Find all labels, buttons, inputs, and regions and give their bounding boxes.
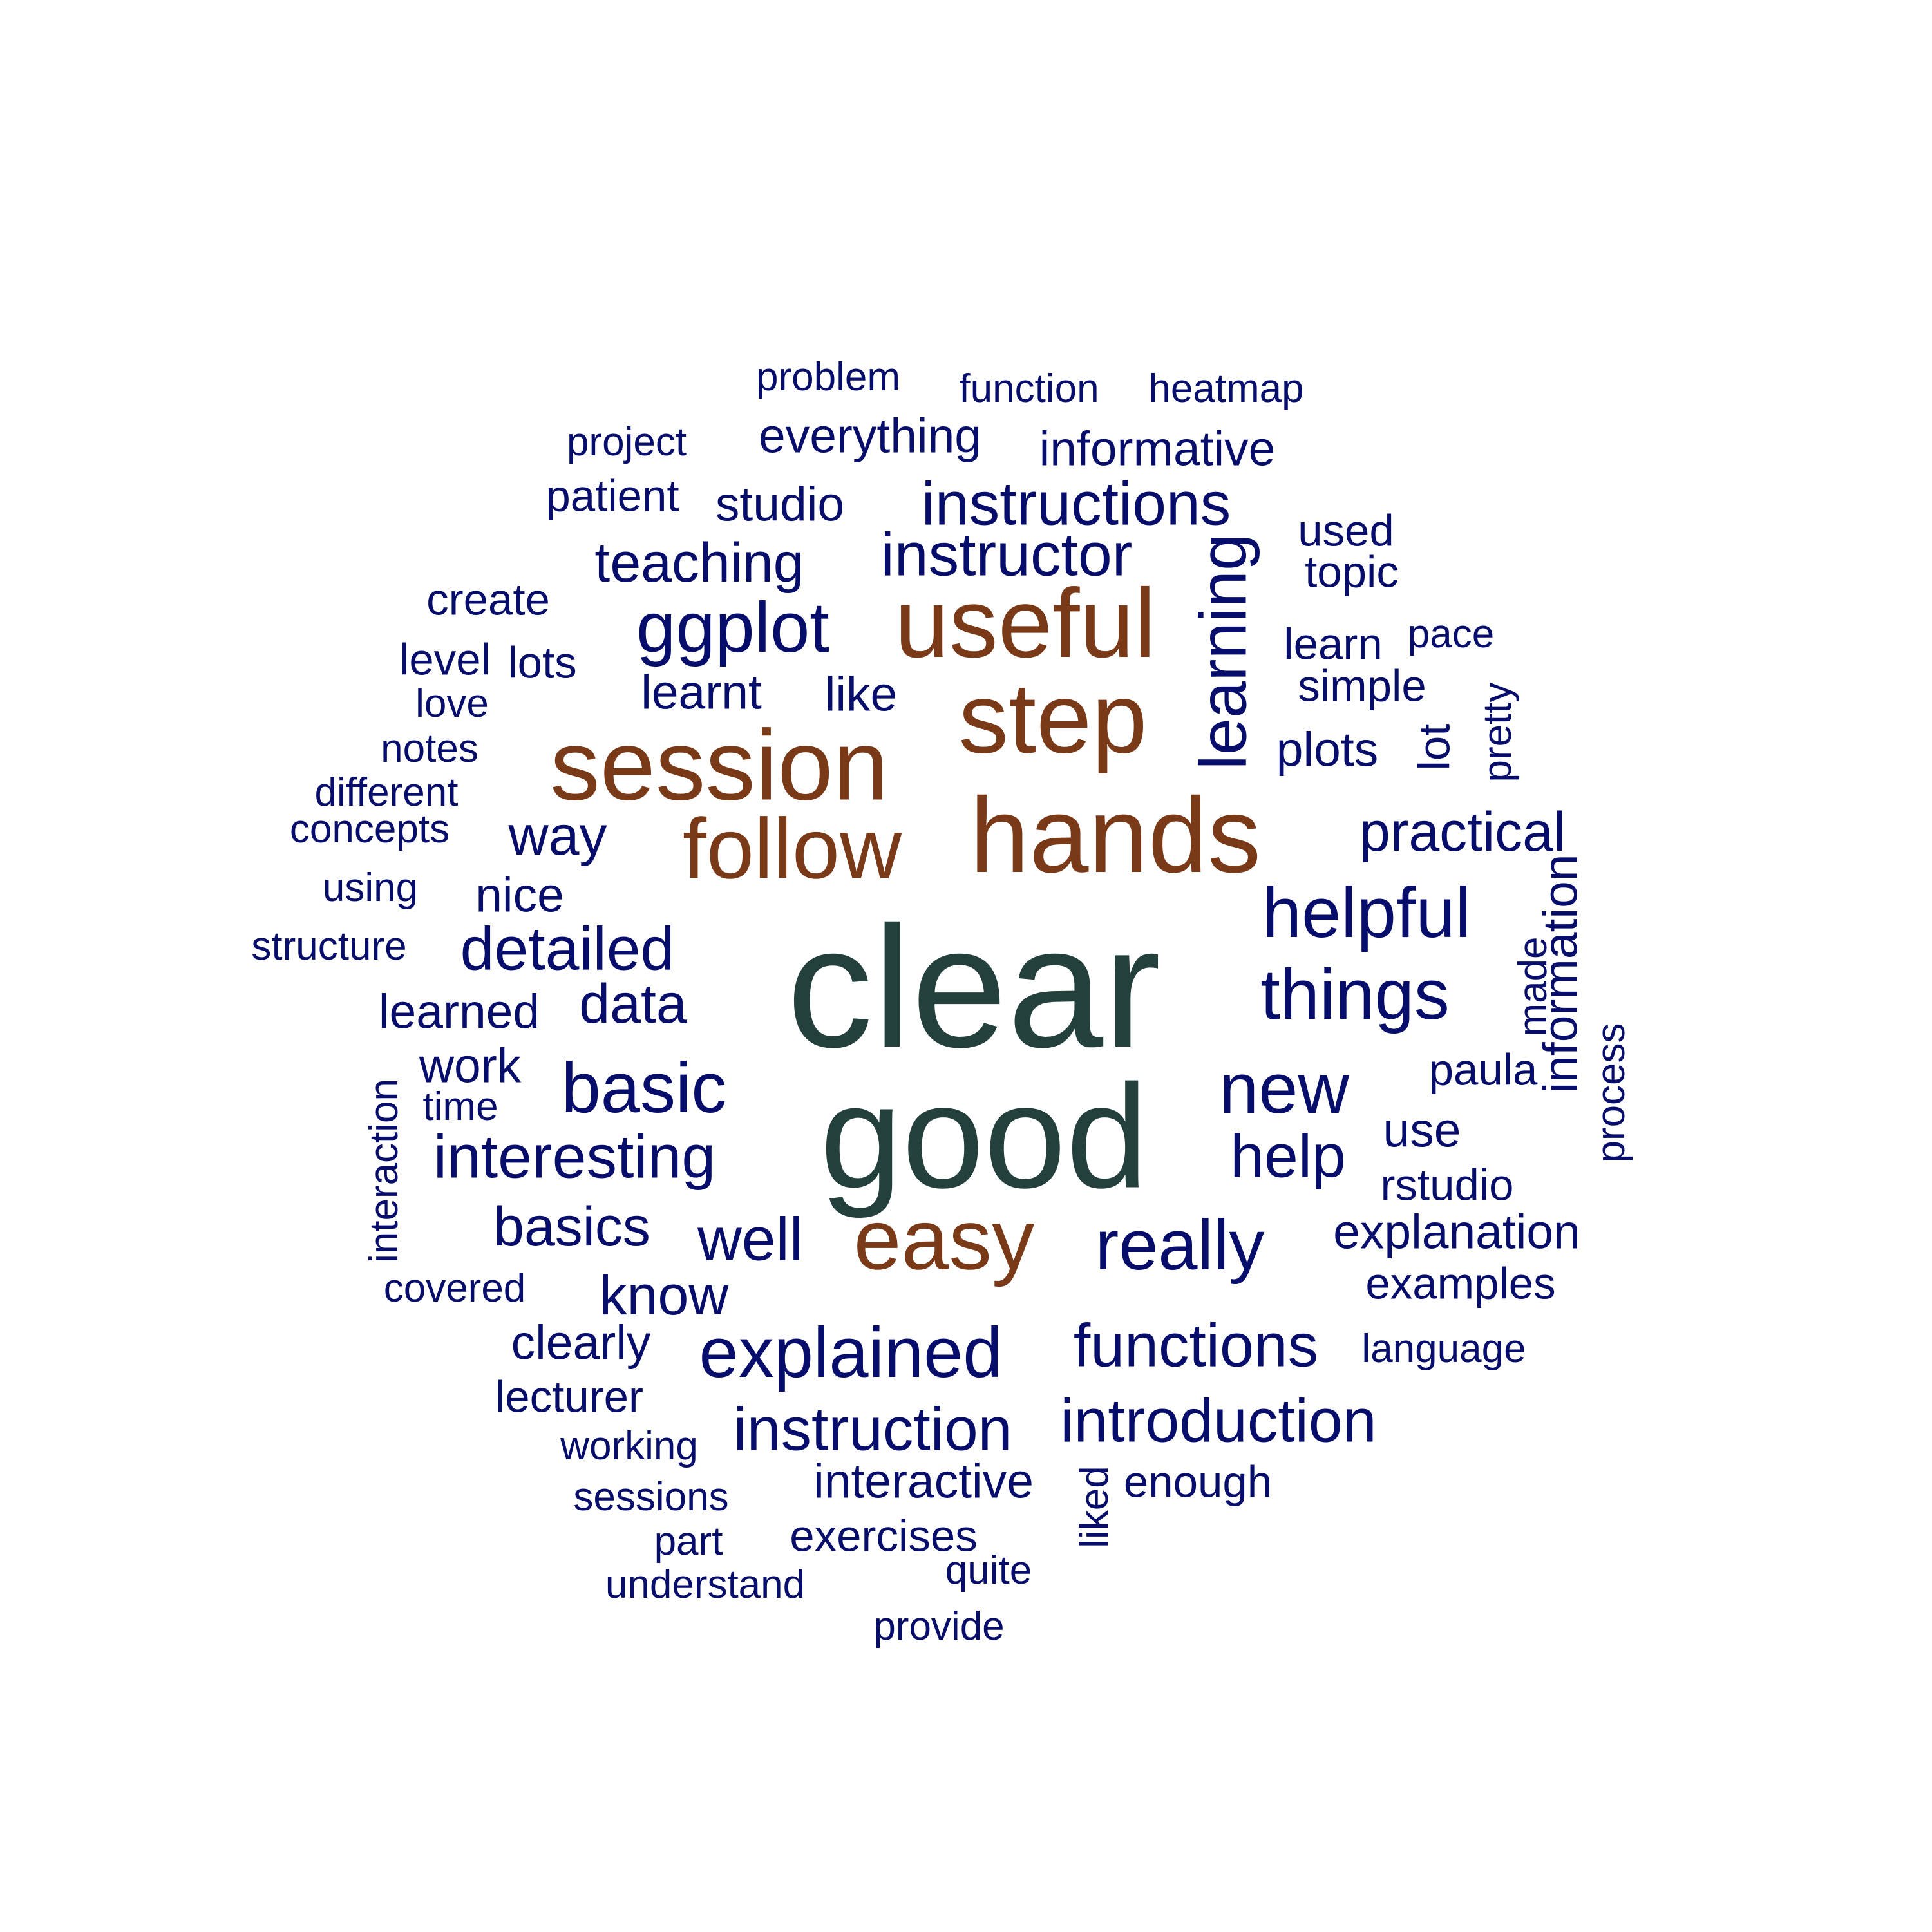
word-clear: clear bbox=[786, 890, 1161, 1083]
word-really: really bbox=[1095, 1206, 1265, 1285]
word-learn: learn bbox=[1283, 619, 1383, 669]
word-hands: hands bbox=[969, 776, 1262, 895]
word-learnt: learnt bbox=[641, 665, 762, 719]
word-useful: useful bbox=[895, 569, 1156, 678]
word-project: project bbox=[566, 420, 687, 464]
word-studio: studio bbox=[715, 477, 845, 531]
word-quite: quite bbox=[945, 1548, 1032, 1593]
word-plots: plots bbox=[1276, 722, 1379, 777]
word-provide: provide bbox=[873, 1604, 1005, 1649]
word-rstudio: rstudio bbox=[1380, 1160, 1514, 1210]
word-simple: simple bbox=[1298, 661, 1426, 711]
word-teaching: teaching bbox=[594, 532, 804, 594]
word-learning: learning bbox=[1186, 533, 1260, 770]
word-explanation: explanation bbox=[1333, 1204, 1580, 1259]
word-different: different bbox=[314, 770, 459, 815]
word-create: create bbox=[426, 574, 550, 625]
word-new: new bbox=[1219, 1049, 1349, 1128]
word-working: working bbox=[560, 1424, 698, 1468]
word-interesting: interesting bbox=[433, 1122, 716, 1191]
word-introduction: introduction bbox=[1060, 1387, 1377, 1455]
word-instruction: instruction bbox=[733, 1395, 1012, 1464]
word-use: use bbox=[1383, 1103, 1461, 1157]
word-part: part bbox=[654, 1519, 723, 1564]
word-instructions: instructions bbox=[921, 469, 1231, 538]
word-know: know bbox=[599, 1265, 729, 1327]
word-level: level bbox=[399, 634, 491, 685]
word-informative: informative bbox=[1039, 421, 1276, 476]
word-pace: pace bbox=[1407, 612, 1495, 656]
word-lecturer: lecturer bbox=[495, 1372, 644, 1422]
word-ggplot: ggplot bbox=[636, 588, 829, 667]
word-time: time bbox=[422, 1084, 498, 1129]
word-basic: basic bbox=[561, 1048, 727, 1128]
word-session: session bbox=[550, 709, 889, 821]
word-follow: follow bbox=[682, 801, 902, 897]
word-topic: topic bbox=[1305, 547, 1399, 597]
word-interaction: interaction bbox=[362, 1078, 406, 1264]
word-structure: structure bbox=[251, 924, 407, 969]
word-detailed: detailed bbox=[460, 914, 675, 983]
word-well: well bbox=[697, 1205, 803, 1274]
word-made: made bbox=[1511, 936, 1555, 1037]
word-pretty: pretty bbox=[1475, 682, 1520, 782]
word-sessions: sessions bbox=[573, 1475, 729, 1519]
word-interactive: interactive bbox=[813, 1454, 1034, 1508]
word-helpful: helpful bbox=[1262, 873, 1472, 952]
word-work: work bbox=[419, 1038, 522, 1093]
word-lots: lots bbox=[507, 638, 577, 688]
word-step: step bbox=[958, 662, 1148, 774]
word-easy: easy bbox=[853, 1192, 1035, 1288]
word-explained: explained bbox=[699, 1313, 1003, 1392]
word-lot: lot bbox=[1409, 723, 1459, 771]
word-love: love bbox=[415, 681, 489, 726]
word-liked: liked bbox=[1072, 1466, 1117, 1548]
word-paula: paula bbox=[1428, 1045, 1538, 1095]
word-data: data bbox=[579, 973, 687, 1035]
word-learned: learned bbox=[378, 984, 540, 1039]
word-heatmap: heatmap bbox=[1148, 366, 1304, 411]
word-function: function bbox=[959, 366, 1099, 411]
word-using: using bbox=[322, 866, 419, 910]
word-enough: enough bbox=[1123, 1457, 1273, 1507]
word-practical: practical bbox=[1359, 801, 1566, 863]
word-good: good bbox=[820, 1054, 1148, 1219]
word-clearly: clearly bbox=[511, 1315, 651, 1370]
word-exercises: exercises bbox=[790, 1511, 978, 1561]
word-basics: basics bbox=[493, 1196, 650, 1258]
word-process: process bbox=[1589, 1023, 1633, 1163]
word-like: like bbox=[824, 667, 898, 721]
word-things: things bbox=[1260, 955, 1450, 1034]
word-used: used bbox=[1298, 506, 1394, 556]
word-patient: patient bbox=[545, 471, 679, 521]
word-understand: understand bbox=[605, 1562, 806, 1607]
word-everything: everything bbox=[758, 408, 982, 463]
word-way: way bbox=[508, 805, 607, 867]
word-functions: functions bbox=[1073, 1311, 1319, 1380]
word-notes: notes bbox=[381, 726, 478, 771]
word-instructor: instructor bbox=[880, 520, 1133, 589]
word-nice: nice bbox=[475, 867, 564, 922]
word-problem: problem bbox=[756, 355, 900, 399]
word-examples: examples bbox=[1365, 1258, 1556, 1309]
word-language: language bbox=[1361, 1327, 1526, 1371]
word-concepts: concepts bbox=[289, 807, 450, 851]
word-help: help bbox=[1230, 1122, 1346, 1191]
word-covered: covered bbox=[383, 1266, 526, 1311]
